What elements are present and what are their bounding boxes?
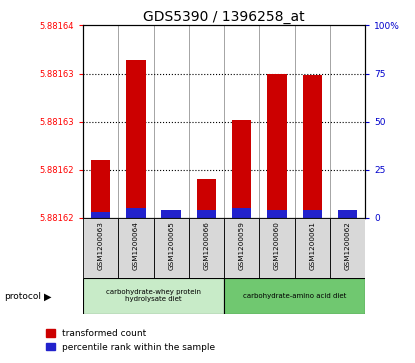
Bar [83, 278, 224, 314]
Text: GSM1200060: GSM1200060 [274, 221, 280, 270]
Text: GSM1200063: GSM1200063 [98, 221, 104, 270]
Text: carbohydrate-amino acid diet: carbohydrate-amino acid diet [243, 293, 347, 299]
Bar [118, 218, 154, 278]
Text: GSM1200061: GSM1200061 [309, 221, 315, 270]
Bar [259, 218, 295, 278]
Bar [83, 218, 118, 278]
Text: protocol: protocol [4, 292, 41, 301]
Bar [189, 218, 224, 278]
Bar [154, 218, 189, 278]
Bar [91, 160, 110, 218]
Text: GSM1200065: GSM1200065 [168, 221, 174, 270]
Title: GDS5390 / 1396258_at: GDS5390 / 1396258_at [143, 11, 305, 24]
Bar [126, 60, 146, 218]
Bar [267, 210, 287, 218]
Bar [161, 210, 181, 218]
Text: ▶: ▶ [44, 291, 51, 302]
Bar [91, 212, 110, 218]
Bar [267, 73, 287, 218]
Bar [126, 208, 146, 218]
Bar [224, 278, 365, 314]
Text: GSM1200066: GSM1200066 [203, 221, 210, 270]
Bar [197, 210, 216, 218]
Bar [303, 210, 322, 218]
Bar [295, 218, 330, 278]
Text: GSM1200062: GSM1200062 [344, 221, 351, 270]
Bar [303, 76, 322, 218]
Bar [161, 214, 181, 218]
Bar [197, 179, 216, 218]
Text: GSM1200064: GSM1200064 [133, 221, 139, 270]
Bar [224, 218, 259, 278]
Text: carbohydrate-whey protein
hydrolysate diet: carbohydrate-whey protein hydrolysate di… [106, 289, 201, 302]
Bar [232, 208, 251, 218]
Legend: transformed count, percentile rank within the sample: transformed count, percentile rank withi… [46, 329, 215, 352]
Bar [338, 210, 357, 218]
Bar [232, 120, 251, 218]
Bar [330, 218, 365, 278]
Text: GSM1200059: GSM1200059 [239, 221, 245, 270]
Bar [338, 212, 357, 218]
